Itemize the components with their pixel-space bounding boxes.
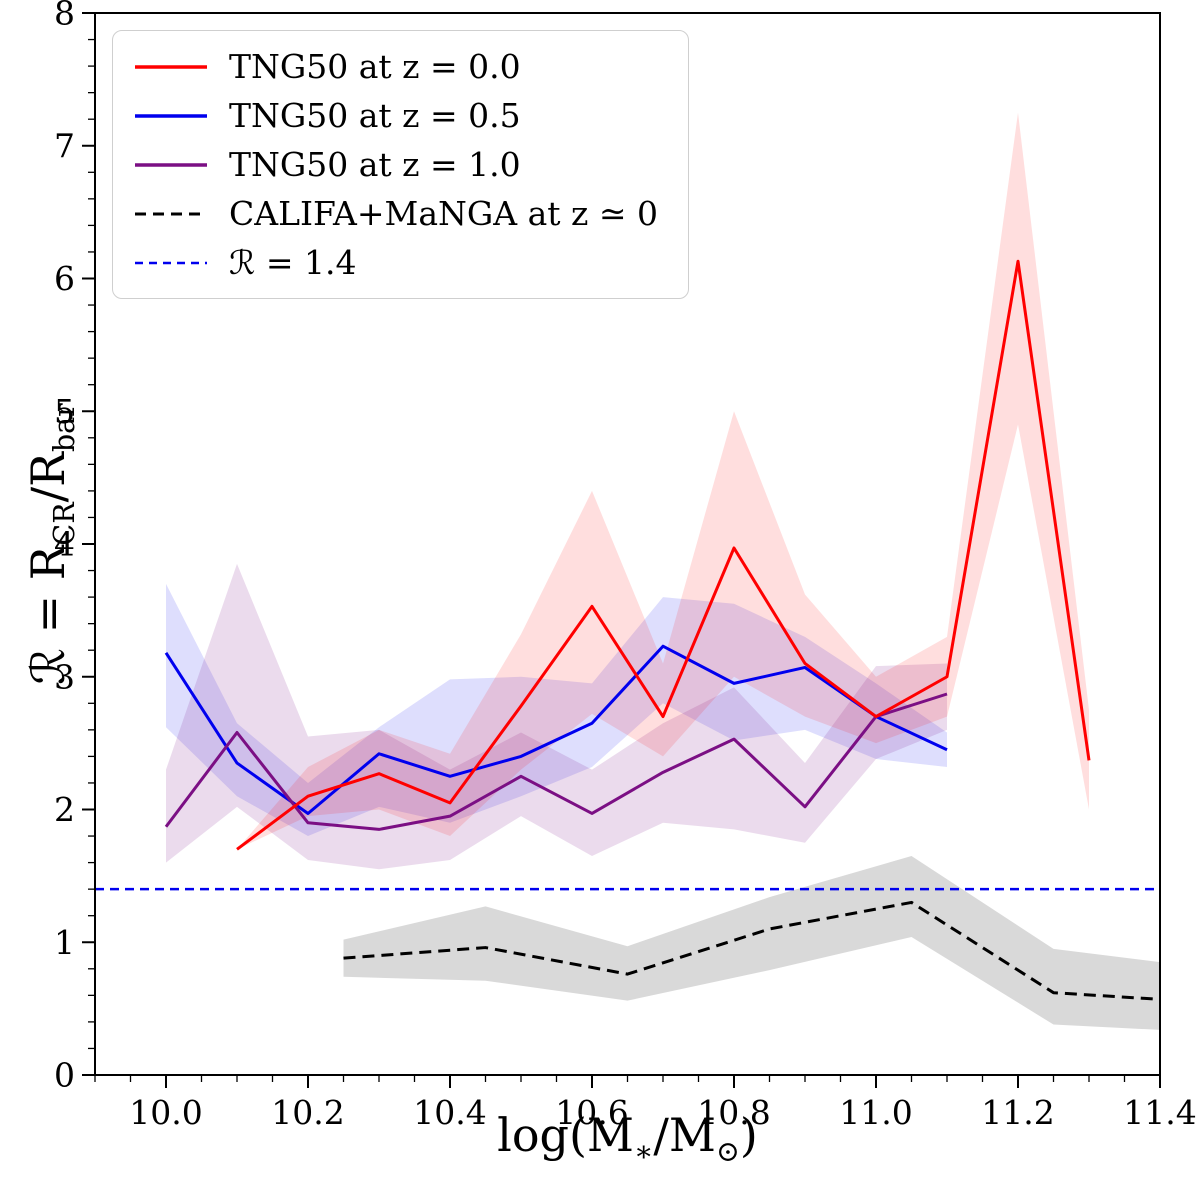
y-tick-label: 3 (54, 657, 75, 696)
legend-label: ℛ = 1.4 (229, 243, 357, 282)
x-tick-label: 11.2 (981, 1093, 1054, 1132)
legend-item-3: CALIFA+MaNGA at z ≃ 0 (135, 194, 658, 233)
ylabel-sub-cr: CR (47, 502, 81, 546)
legend-line-sample (135, 261, 207, 264)
legend-label: TNG50 at z = 1.0 (229, 145, 521, 184)
y-tick-label: 6 (54, 259, 75, 298)
y-tick-label: 5 (54, 392, 75, 431)
y-tick-label: 0 (54, 1056, 75, 1095)
band-califa-manga-at-z-0 (343, 855, 1160, 1030)
ylabel-text: ℛ = R (21, 545, 75, 685)
x-tick-label: 10.6 (555, 1093, 628, 1132)
line-tng50-at-z-1-0 (164, 692, 948, 831)
band-tng50-at-z-1-0 (166, 563, 947, 870)
legend-line-sample (135, 64, 207, 69)
legend-item-4: ℛ = 1.4 (135, 243, 658, 282)
y-tick-label: 1 (54, 923, 75, 962)
legend-item-2: TNG50 at z = 1.0 (135, 145, 658, 184)
legend-line-sample (135, 212, 207, 215)
x-tick-label: 11.0 (839, 1093, 912, 1132)
legend: TNG50 at z = 0.0 TNG50 at z = 0.5 TNG50 at… (112, 30, 689, 299)
legend-label: TNG50 at z = 0.5 (229, 96, 521, 135)
legend-item-1: TNG50 at z = 0.5 (135, 96, 658, 135)
x-tick-label: 10.8 (697, 1093, 770, 1132)
legend-label: CALIFA+MaNGA at z ≃ 0 (229, 194, 658, 233)
xlabel-text3: ) (739, 1108, 758, 1162)
y-axis-label: ℛ = RCR/Rbar (18, 244, 81, 844)
band-tng50-at-z-0-5 (166, 583, 947, 837)
x-tick-label: 11.4 (1123, 1093, 1196, 1132)
legend-label: TNG50 at z = 0.0 (229, 47, 521, 86)
y-tick-label: 4 (54, 525, 75, 564)
y-tick-label: 8 (54, 0, 75, 33)
xlabel-sub-sun: ⊙ (716, 1134, 740, 1168)
legend-line-sample (135, 113, 207, 118)
xlabel-text: log(M (497, 1108, 635, 1162)
xlabel-sub-star: ∗ (634, 1134, 654, 1168)
y-tick-label: 7 (54, 126, 75, 165)
band-tng50-at-z-0-0 (237, 112, 1089, 850)
y-tick-label: 2 (54, 790, 75, 829)
x-tick-label: 10.0 (129, 1093, 202, 1132)
x-tick-label: 10.2 (271, 1093, 344, 1132)
line-tng50-at-z-0-0 (236, 259, 1091, 851)
legend-item-0: TNG50 at z = 0.0 (135, 47, 658, 86)
line-califa-manga-at-z-0 (343, 900, 1161, 1001)
x-axis-label: log(M∗/M⊙) (95, 1108, 1160, 1168)
ylabel-sub-bar: bar (47, 403, 81, 453)
x-tick-label: 10.4 (413, 1093, 486, 1132)
ylabel-text2: /R (21, 452, 75, 503)
legend-line-sample (135, 162, 207, 167)
xlabel-text2: /M (653, 1108, 717, 1162)
